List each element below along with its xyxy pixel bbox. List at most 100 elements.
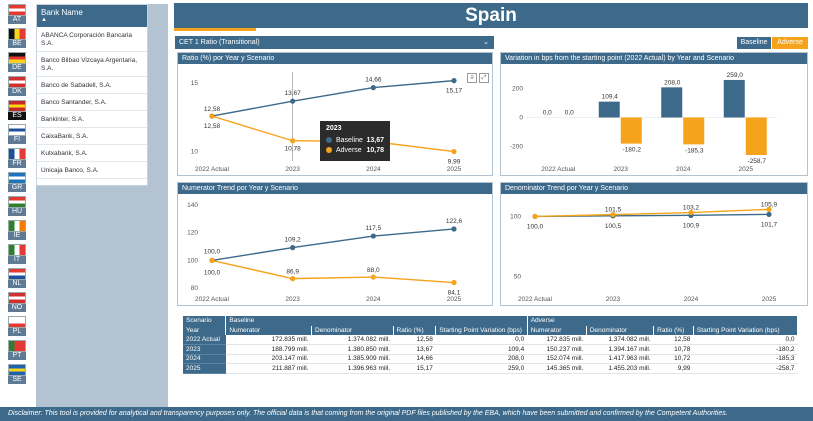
col-header[interactable]: Ratio (%) [653, 325, 694, 335]
data-label: 109,2 [285, 237, 302, 244]
flag-item-be[interactable]: BE [8, 28, 26, 50]
flag-item-pl[interactable]: PL [8, 316, 26, 338]
data-label: 100,9 [683, 222, 700, 229]
flag-item-gr[interactable]: GR [8, 172, 26, 194]
bank-item[interactable]: Unicaja Banco, S.A. [37, 162, 147, 179]
flag-germany-icon[interactable] [8, 52, 26, 64]
data-label: 14,66 [365, 77, 382, 84]
flag-item-no[interactable]: NO [8, 292, 26, 314]
bank-item[interactable]: Banco Santander, S.A. [37, 94, 147, 111]
adverse-toggle-button[interactable]: Adverse [772, 37, 808, 49]
flag-item-it[interactable]: IT [8, 244, 26, 266]
flag-item-nl[interactable]: NL [8, 268, 26, 290]
row-year: 2025 [183, 363, 226, 374]
flag-item-de[interactable]: DE [8, 52, 26, 74]
table-cell: 12,58 [393, 335, 436, 345]
flag-item-es[interactable]: ES [8, 100, 26, 122]
tooltip-row-baseline: Baseline 13,67 [326, 135, 384, 145]
bank-item[interactable]: Kutxabank, S.A. [37, 145, 147, 162]
flag-finland-icon[interactable] [8, 124, 26, 136]
y-tick-label: 50 [514, 274, 522, 281]
flag-item-se[interactable]: SE [8, 364, 26, 386]
flag-belgium-icon[interactable] [8, 28, 26, 40]
flag-item-hu[interactable]: HU [8, 196, 26, 218]
col-header[interactable]: Denominator [311, 325, 394, 335]
numerator-chart-title: Numerator Trend por Year y Scenario [178, 183, 492, 194]
tooltip-year: 2023 [326, 125, 342, 132]
table-cell: 13,67 [393, 344, 436, 355]
flag-greece-icon[interactable] [8, 172, 26, 184]
flag-norway-icon[interactable] [8, 292, 26, 304]
table-cell: 172.835 mill. [225, 335, 312, 345]
flag-spain-icon[interactable] [8, 100, 26, 112]
flag-ireland-icon[interactable] [8, 220, 26, 232]
col-header[interactable]: Starting Point Variation (bps) [693, 325, 799, 335]
bank-list: Bank Name ▲ ABANCA Corporación Bancaria … [36, 4, 148, 186]
filter-icon[interactable]: ≡ [467, 73, 477, 83]
table-cell: 1.380.850 mill. [311, 344, 394, 355]
col-header[interactable]: Denominator [586, 325, 655, 335]
bank-item[interactable]: Bankinter, S.A. [37, 111, 147, 128]
sort-up-icon[interactable]: ▲ [41, 17, 47, 23]
col-header[interactable]: Year [183, 325, 227, 335]
flag-item-fr[interactable]: FR [8, 148, 26, 170]
flag-poland-icon[interactable] [8, 316, 26, 328]
flag-item-at[interactable]: AT [8, 4, 26, 26]
flag-netherlands-icon[interactable] [8, 268, 26, 280]
bank-item[interactable]: ABANCA Corporación Bancaria S.A. [37, 27, 147, 52]
flag-item-pt[interactable]: PT [8, 340, 26, 362]
y-tick-label: 15 [191, 80, 199, 87]
data-label: -185,3 [685, 147, 704, 154]
flag-italy-icon[interactable] [8, 244, 26, 256]
expand-icon[interactable]: ⤢ [479, 73, 489, 83]
bank-list-header[interactable]: Bank Name ▲ [37, 5, 147, 27]
data-label: 103,2 [683, 205, 700, 212]
table-cell: 14,66 [393, 354, 436, 364]
col-header[interactable]: Numerator [225, 325, 312, 335]
col-header[interactable]: Adverse [527, 316, 799, 326]
table-cell: 152.074 mill. [527, 354, 587, 364]
flag-item-ie[interactable]: IE [8, 220, 26, 242]
bank-item[interactable]: Banco Bilbao Vizcaya Argentaria, S.A. [37, 52, 147, 77]
y-tick-label: -200 [510, 144, 523, 151]
flag-hungary-icon[interactable] [8, 196, 26, 208]
numerator-chart-panel: Numerator Trend por Year y Scenario 80 10… [177, 182, 493, 306]
metric-selector[interactable]: CET 1 Ratio (Transitional) ⌄ [175, 36, 494, 49]
table-cell: 1.374.082 mill. [586, 335, 654, 345]
flag-france-icon[interactable] [8, 148, 26, 160]
table-cell: 211.887 mill. [225, 363, 312, 374]
col-header[interactable]: Ratio (%) [393, 325, 437, 335]
flag-austria-icon[interactable] [8, 4, 26, 16]
col-header[interactable]: Baseline [225, 316, 528, 326]
disclaimer: Disclaimer: This tool is provided for an… [0, 407, 813, 421]
flag-code: BE [8, 40, 26, 48]
data-point-baseline [370, 85, 376, 91]
flag-item-fi[interactable]: FI [8, 124, 26, 146]
col-header[interactable]: Scenario [183, 316, 227, 326]
data-label: 101,5 [605, 207, 622, 214]
table-row: 2023 188.799 mill. 1.380.850 mill. 13,67 109… [183, 344, 798, 355]
data-point-baseline [290, 98, 296, 104]
col-header[interactable]: Numerator [527, 325, 587, 335]
data-point-adverse [209, 257, 215, 264]
flag-code: NL [8, 280, 26, 288]
data-point-baseline [290, 245, 296, 251]
variation-chart-title: Variation in bps from the starting point… [501, 53, 807, 64]
flag-sweden-icon[interactable] [8, 364, 26, 376]
baseline-toggle-button[interactable]: Baseline [737, 37, 771, 49]
chevron-down-icon[interactable]: ⌄ [483, 39, 489, 46]
table-cell: 1.396.963 mill. [311, 363, 394, 374]
data-point-baseline [766, 211, 772, 217]
col-header[interactable]: Starting Point Variation (bps) [435, 325, 528, 335]
x-tick-label: 2023 [285, 166, 300, 173]
bank-item[interactable]: CaixaBank, S.A. [37, 128, 147, 145]
flag-portugal-icon[interactable] [8, 340, 26, 352]
flag-item-dk[interactable]: DK [8, 76, 26, 98]
bank-item[interactable]: Banco de Sabadell, S.A. [37, 77, 147, 94]
x-tick-label: 2022 Actual [195, 296, 230, 303]
table-cell: 15,17 [393, 363, 436, 374]
x-tick-label: 2022 Actual [518, 296, 553, 303]
flag-code: HU [8, 208, 26, 216]
flag-denmark-icon[interactable] [8, 76, 26, 88]
x-tick-label: 2025 [762, 296, 777, 303]
